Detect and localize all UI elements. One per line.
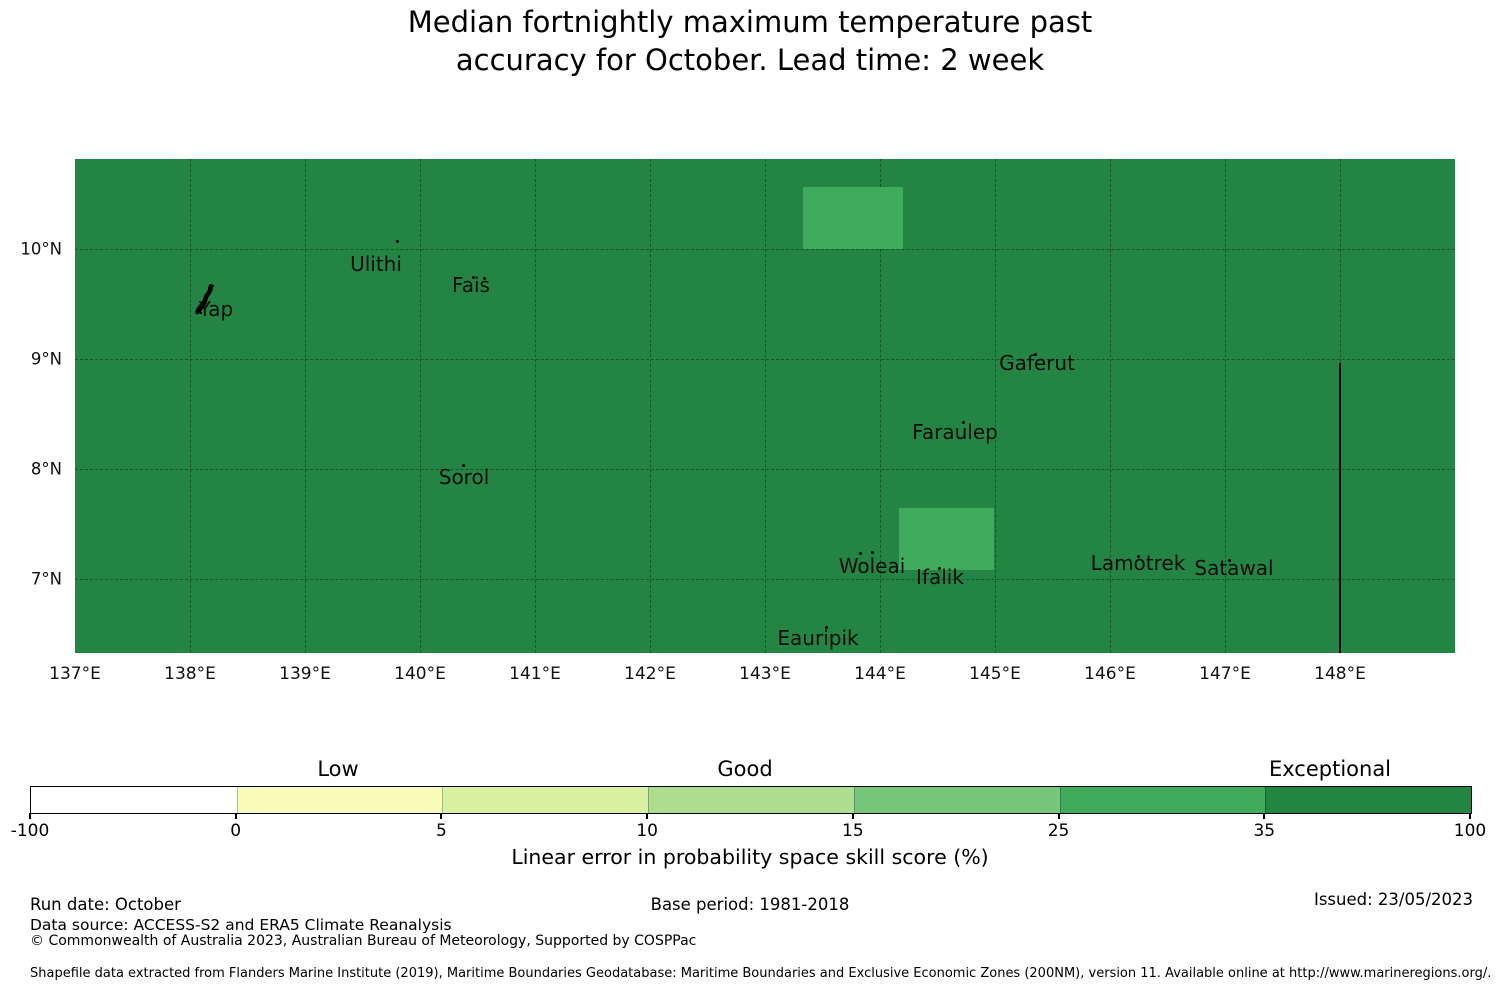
x-tick-label: 142°E <box>624 664 676 684</box>
gridline-horizontal <box>75 249 1455 250</box>
island-dot <box>396 240 399 243</box>
colorbar-segment <box>1265 787 1471 813</box>
island-label: Ulithi <box>350 252 402 276</box>
y-tick-label: 8°N <box>30 459 62 479</box>
colorbar-axis-label: Linear error in probability space skill … <box>511 845 989 869</box>
colorbar-segment <box>442 787 649 813</box>
colorbar-category-good: Good <box>717 757 773 781</box>
island-dot <box>472 276 475 279</box>
island-label: Faraulep <box>912 420 998 444</box>
colorbar-segment <box>853 787 1060 813</box>
x-tick-label: 147°E <box>1199 664 1251 684</box>
y-tick-label: 9°N <box>30 349 62 369</box>
gridline-vertical <box>305 159 306 653</box>
figure-title: Median fortnightly maximum temperature p… <box>0 3 1500 79</box>
footer-run-date: Run date: October <box>30 895 181 914</box>
figure-title-line-1: Median fortnightly maximum temperature p… <box>407 5 1093 39</box>
island-label: Eauripik <box>777 626 859 650</box>
island-dot <box>825 626 828 629</box>
colorbar-tick <box>29 813 31 819</box>
footer-base-period: Base period: 1981-2018 <box>650 895 850 914</box>
footer-issued-date: Issued: 23/05/2023 <box>1313 890 1473 909</box>
x-tick-label: 140°E <box>394 664 446 684</box>
gridline-vertical <box>880 159 881 653</box>
island-dot <box>483 277 486 280</box>
colorbar-tick-label: 35 <box>1253 821 1276 841</box>
colorbar-tick-label: 0 <box>230 821 242 841</box>
island-dot <box>859 552 862 555</box>
colorbar-tick-label: 25 <box>1047 821 1070 841</box>
gridline-vertical <box>650 159 651 653</box>
island-dot <box>938 567 941 570</box>
colorbar-tick-label: 100 <box>1453 821 1487 841</box>
island-label: Satawal <box>1194 556 1274 580</box>
gridline-vertical <box>535 159 536 653</box>
colorbar-tick <box>1469 813 1471 819</box>
gridline-vertical <box>765 159 766 653</box>
y-tick-label: 7°N <box>30 569 62 589</box>
x-tick-label: 141°E <box>509 664 561 684</box>
gridline-vertical <box>995 159 996 653</box>
colorbar-tick <box>851 813 854 819</box>
island-dot <box>962 421 965 424</box>
figure-title-line-2: accuracy for October. Lead time: 2 week <box>455 43 1045 77</box>
x-tick-label: 137°E <box>49 664 101 684</box>
island-dot <box>1228 559 1231 562</box>
gridline-horizontal <box>75 579 1455 580</box>
footer-shapefile-note: Shapefile data extracted from Flanders M… <box>30 966 1492 981</box>
colorbar-tick <box>1057 813 1060 819</box>
x-tick-label: 139°E <box>279 664 331 684</box>
colorbar-category-exceptional: Exceptional <box>1268 757 1392 781</box>
gridline-horizontal <box>75 359 1455 360</box>
island-label: Sorol <box>438 465 490 489</box>
colorbar-segment <box>31 787 237 813</box>
gridline-horizontal <box>75 469 1455 470</box>
skill-score-cell <box>899 508 994 570</box>
eez-boundary-line <box>1339 363 1341 653</box>
gridline-vertical <box>1225 159 1226 653</box>
x-tick-label: 143°E <box>739 664 791 684</box>
gridline-vertical <box>1110 159 1111 653</box>
x-tick-label: 146°E <box>1084 664 1136 684</box>
island-dot <box>462 464 465 467</box>
colorbar-tick <box>234 813 237 819</box>
island-dot <box>871 551 874 554</box>
colorbar-segment <box>1059 787 1266 813</box>
footer-copyright: © Commonwealth of Australia 2023, Austra… <box>30 933 697 949</box>
island-label: Gaferut <box>999 351 1075 375</box>
colorbar-tick <box>1263 813 1266 819</box>
map-plot: Yap Ulithi Fais Sorol Gaferut Faraulep Woleai I… <box>75 159 1455 653</box>
gridline-vertical <box>420 159 421 653</box>
yap-island-shape <box>195 284 215 315</box>
colorbar-tick <box>646 813 649 819</box>
island-dot <box>1034 353 1037 356</box>
colorbar-tick-label: -100 <box>10 821 50 841</box>
colorbar-segment <box>236 787 443 813</box>
x-tick-label: 138°E <box>164 664 216 684</box>
colorbar-tick-label: 5 <box>436 821 447 841</box>
x-tick-label: 145°E <box>969 664 1021 684</box>
island-label: Yap <box>198 297 234 321</box>
colorbar-tick-label: 15 <box>842 821 864 841</box>
island-label: Woleai <box>838 554 906 578</box>
footer-data-source: Data source: ACCESS-S2 and ERA5 Climate … <box>30 916 452 934</box>
x-tick-label: 148°E <box>1314 664 1366 684</box>
colorbar-tick <box>440 813 443 819</box>
colorbar-segment <box>648 787 854 813</box>
skill-score-cell <box>803 187 903 249</box>
island-dot <box>1137 555 1140 558</box>
colorbar-category-low: Low <box>317 757 359 781</box>
y-tick-label: 10°N <box>20 239 62 259</box>
colorbar-tick-label: 10 <box>636 821 658 841</box>
colorbar <box>30 786 1472 814</box>
x-tick-label: 144°E <box>854 664 906 684</box>
gridline-vertical <box>190 159 191 653</box>
